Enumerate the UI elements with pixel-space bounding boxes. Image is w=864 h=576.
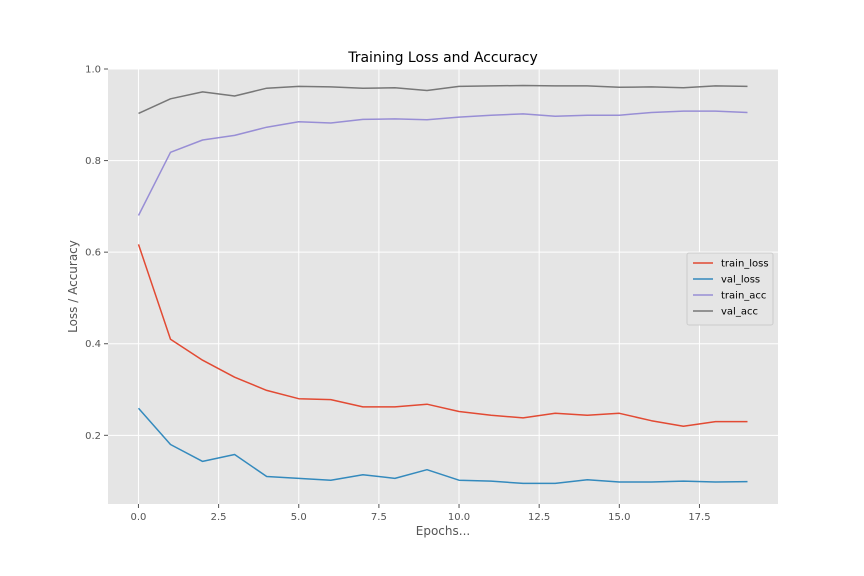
legend-label: train_acc [721, 291, 766, 302]
chart-title: Training Loss and Accuracy [347, 50, 538, 66]
series-line-train-loss [137, 244, 748, 427]
x-tick-label: 15.0 [608, 512, 630, 523]
legend: train_loss val_loss train_acc val_acc [686, 252, 774, 326]
x-tick-label: 17.5 [688, 512, 710, 523]
x-tick-label: 10.0 [448, 512, 470, 523]
y-tick-label: 1.0 [85, 65, 101, 76]
series-line-val-loss [137, 407, 748, 485]
x-tick-label: 0.0 [131, 512, 147, 523]
y-axis-label: Loss / Accuracy [66, 240, 80, 333]
series-line-train-acc [137, 110, 748, 216]
y-tick-label: 0.4 [85, 339, 101, 350]
ticks: 0.0 2.5 5.0 7.5 10.0 12.5 15.0 17.5 0.2 0.4 0.6 0.8… [85, 65, 710, 524]
legend-box [686, 252, 774, 326]
grid [108, 68, 778, 504]
plot-area [108, 69, 778, 504]
x-tick-label: 5.0 [291, 512, 307, 523]
x-tick-label: 7.5 [371, 512, 387, 523]
x-tick-label: 2.5 [211, 512, 227, 523]
y-tick-label: 0.6 [85, 248, 101, 259]
legend-label: train_loss [721, 259, 769, 270]
legend-label: val_loss [721, 275, 760, 286]
y-tick-label: 0.2 [85, 431, 101, 442]
x-tick-label: 12.5 [528, 512, 550, 523]
y-tick-label: 0.8 [85, 156, 101, 167]
series-line-val-acc [138, 84, 748, 115]
x-axis-label: Epochs... [416, 524, 470, 538]
legend-label: val_acc [721, 307, 758, 318]
series-lines [137, 84, 748, 485]
